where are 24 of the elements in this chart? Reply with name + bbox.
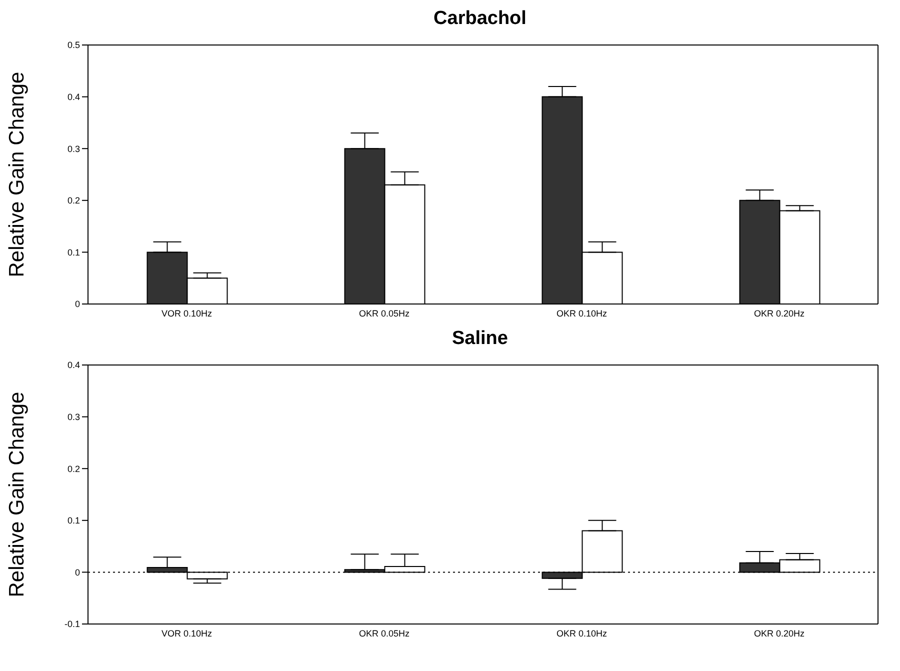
y-tick-label: 0.3 — [67, 412, 80, 422]
x-tick-label: OKR 0.20Hz — [754, 628, 806, 638]
chart-title: Carbachol — [432, 8, 528, 31]
x-tick-label: OKR 0.10Hz — [556, 308, 608, 318]
y-tick-label: 0 — [74, 567, 80, 578]
x-tick-label: OKR 0.20Hz — [754, 308, 806, 318]
x-tick-label: OKR 0.05Hz — [358, 308, 410, 318]
y-tick-label: 0.4 — [67, 92, 80, 102]
y-tick-label: 0 — [74, 299, 80, 310]
y-tick-label: 0.4 — [67, 360, 80, 370]
y-axis-title: Relative Gain Change — [5, 72, 28, 278]
y-tick-label: 0.1 — [67, 516, 80, 526]
y-tick-label: 0.5 — [67, 40, 80, 50]
chart-title: Saline — [451, 328, 509, 351]
y-axis-title: Relative Gain Change — [5, 392, 28, 598]
x-tick-label: OKR 0.10Hz — [556, 628, 608, 638]
y-tick-label: 0.2 — [67, 196, 80, 206]
x-tick-label: VOR 0.10Hz — [161, 308, 213, 318]
x-tick-label: OKR 0.05Hz — [358, 628, 410, 638]
y-tick-label: 0.2 — [67, 464, 80, 474]
y-tick-label: -0.1 — [64, 619, 80, 630]
y-tick-label: 0.3 — [67, 144, 80, 154]
x-tick-label: VOR 0.10Hz — [161, 628, 213, 638]
y-tick-label: 0.1 — [67, 247, 80, 258]
